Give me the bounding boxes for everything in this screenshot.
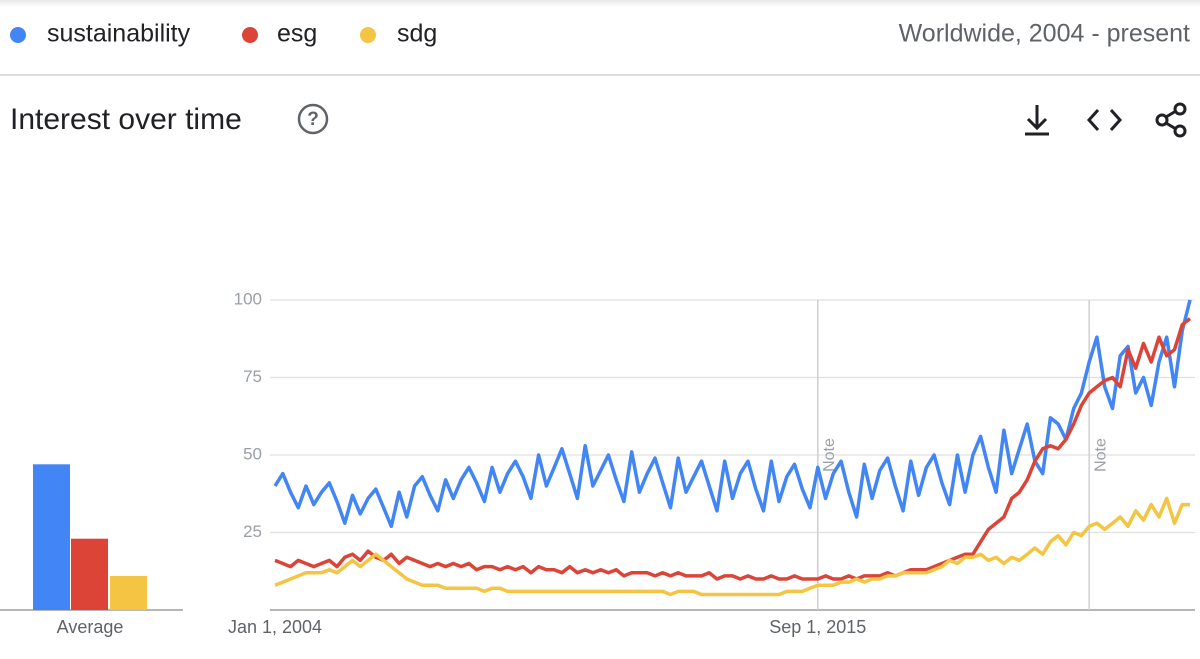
series-line [274, 496, 1190, 597]
series-line [273, 299, 1192, 529]
help-icon[interactable]: ? [297, 103, 329, 135]
header-shadow [0, 0, 1200, 10]
average-bar [71, 538, 108, 610]
y-tick-label: 50 [243, 444, 262, 463]
note-label: Note [1092, 438, 1109, 472]
legend-marker [10, 27, 26, 43]
legend-label: sustainability [47, 20, 191, 48]
legend-label: esg [277, 20, 317, 48]
chart-title: Interest over time [10, 103, 242, 136]
download-icon[interactable] [1025, 105, 1049, 136]
note-label: Note [821, 438, 838, 472]
legend-label: sdg [397, 20, 437, 48]
y-tick-label: 100 [234, 289, 262, 308]
region-label: Worldwide, 2004 - present [899, 20, 1190, 48]
x-tick-label: Jan 1, 2004 [228, 617, 322, 637]
embed-icon[interactable] [1086, 108, 1123, 132]
y-tick-label: 25 [243, 522, 262, 541]
share-icon[interactable] [1155, 102, 1187, 138]
legend-marker [242, 27, 258, 43]
average-bar [33, 464, 70, 610]
average-bar [110, 575, 147, 610]
y-tick-label: 75 [243, 367, 262, 386]
legend-marker [360, 27, 376, 43]
series-line [274, 317, 1192, 581]
average-label: Average [57, 617, 124, 637]
svg-text:?: ? [307, 109, 319, 130]
x-tick-label: Sep 1, 2015 [769, 617, 866, 637]
